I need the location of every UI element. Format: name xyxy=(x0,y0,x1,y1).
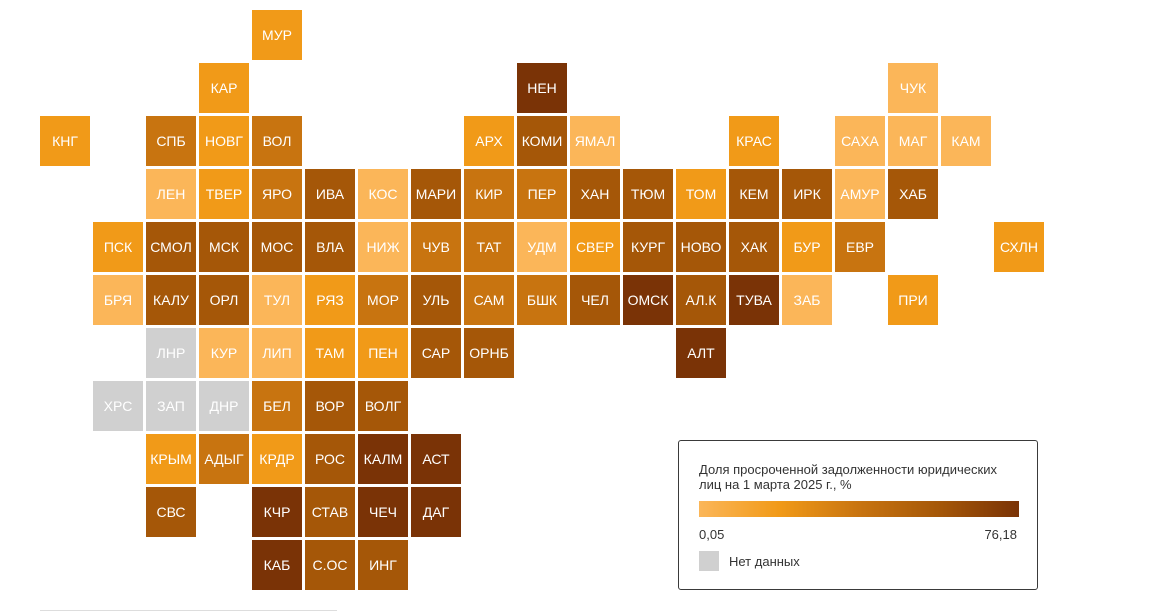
region-tile[interactable]: ЧУВ xyxy=(411,222,461,272)
region-tile[interactable]: КАЛУ xyxy=(146,275,196,325)
region-tile[interactable]: ЧЕЛ xyxy=(570,275,620,325)
region-tile[interactable]: ТУВА xyxy=(729,275,779,325)
region-tile[interactable]: ХАК xyxy=(729,222,779,272)
region-tile[interactable]: МСК xyxy=(199,222,249,272)
region-tile[interactable]: ЯМАЛ xyxy=(570,116,620,166)
region-tile[interactable]: АСТ xyxy=(411,434,461,484)
region-tile[interactable]: НЕН xyxy=(517,63,567,113)
region-tile[interactable]: АМУР xyxy=(835,169,885,219)
region-tile[interactable]: ЛИП xyxy=(252,328,302,378)
region-tile[interactable]: КРАС xyxy=(729,116,779,166)
region-tile[interactable]: АРХ xyxy=(464,116,514,166)
region-tile[interactable]: ИРК xyxy=(782,169,832,219)
region-tile[interactable]: СВС xyxy=(146,487,196,537)
region-tile[interactable]: СМОЛ xyxy=(146,222,196,272)
region-tile[interactable]: ЗАП xyxy=(146,381,196,431)
region-tile[interactable]: КУРГ xyxy=(623,222,673,272)
region-tile[interactable]: БШК xyxy=(517,275,567,325)
region-tile[interactable]: ОМСК xyxy=(623,275,673,325)
region-tile[interactable]: МОР xyxy=(358,275,408,325)
region-tile[interactable]: СВЕР xyxy=(570,222,620,272)
region-tile[interactable]: ЗАБ xyxy=(782,275,832,325)
region-tile[interactable]: ИНГ xyxy=(358,540,408,590)
region-tile[interactable]: ТЮМ xyxy=(623,169,673,219)
divider xyxy=(40,610,337,611)
region-tile[interactable]: ЧЕЧ xyxy=(358,487,408,537)
region-tile[interactable]: МАРИ xyxy=(411,169,461,219)
region-tile[interactable]: КНГ xyxy=(40,116,90,166)
legend-min-value: 0,05 xyxy=(699,527,725,542)
region-tile[interactable]: АДЫГ xyxy=(199,434,249,484)
region-tile[interactable]: БУР xyxy=(782,222,832,272)
region-tile[interactable]: РЯЗ xyxy=(305,275,355,325)
region-tile[interactable]: КАМ xyxy=(941,116,991,166)
region-tile[interactable]: УЛЬ xyxy=(411,275,461,325)
region-tile[interactable]: БЕЛ xyxy=(252,381,302,431)
region-tile[interactable]: КАЛМ xyxy=(358,434,408,484)
region-tile[interactable]: ЧУК xyxy=(888,63,938,113)
region-tile[interactable]: РОС xyxy=(305,434,355,484)
no-data-label: Нет данных xyxy=(729,554,800,569)
region-tile[interactable]: АЛТ xyxy=(676,328,726,378)
region-tile[interactable]: ТАМ xyxy=(305,328,355,378)
region-tile[interactable]: ПЕР xyxy=(517,169,567,219)
region-tile[interactable]: БРЯ xyxy=(93,275,143,325)
region-tile[interactable]: САМ xyxy=(464,275,514,325)
region-tile[interactable]: ХАН xyxy=(570,169,620,219)
region-tile[interactable]: ТОМ xyxy=(676,169,726,219)
region-tile[interactable]: ЕВР xyxy=(835,222,885,272)
region-tile[interactable]: КОС xyxy=(358,169,408,219)
region-tile[interactable]: ОРНБ xyxy=(464,328,514,378)
region-tile[interactable]: КИР xyxy=(464,169,514,219)
region-tile[interactable]: ОРЛ xyxy=(199,275,249,325)
region-tile[interactable]: КАБ xyxy=(252,540,302,590)
region-tile[interactable]: УДМ xyxy=(517,222,567,272)
region-tile[interactable]: ТУЛ xyxy=(252,275,302,325)
region-tile[interactable]: ВЛА xyxy=(305,222,355,272)
region-tile[interactable]: КАР xyxy=(199,63,249,113)
region-tile[interactable]: ХРС xyxy=(93,381,143,431)
region-tile[interactable]: ДНР xyxy=(199,381,249,431)
region-tile[interactable]: НОВО xyxy=(676,222,726,272)
region-tile[interactable]: МОС xyxy=(252,222,302,272)
legend: Доля просроченной задолженности юридичес… xyxy=(678,440,1038,590)
region-tile[interactable]: КЕМ xyxy=(729,169,779,219)
region-tile[interactable]: С.ОС xyxy=(305,540,355,590)
region-tile[interactable]: МУР xyxy=(252,10,302,60)
region-tile[interactable]: ЯРО xyxy=(252,169,302,219)
region-tile[interactable]: СХЛН xyxy=(994,222,1044,272)
region-tile[interactable]: ИВА xyxy=(305,169,355,219)
region-tile[interactable]: МАГ xyxy=(888,116,938,166)
region-tile[interactable]: ПСК xyxy=(93,222,143,272)
region-tile[interactable]: КУР xyxy=(199,328,249,378)
legend-gradient-bar xyxy=(699,501,1019,517)
no-data-swatch xyxy=(699,551,719,571)
region-tile[interactable]: АЛ.К xyxy=(676,275,726,325)
region-tile[interactable]: ВОР xyxy=(305,381,355,431)
region-tile[interactable]: СТАВ xyxy=(305,487,355,537)
region-tile[interactable]: ПРИ xyxy=(888,275,938,325)
region-tile[interactable]: ХАБ xyxy=(888,169,938,219)
region-tile[interactable]: САХА xyxy=(835,116,885,166)
region-tile[interactable]: КРДР xyxy=(252,434,302,484)
legend-title: Доля просроченной задолженности юридичес… xyxy=(699,462,997,492)
region-tile[interactable]: НОВГ xyxy=(199,116,249,166)
region-tile[interactable]: ПЕН xyxy=(358,328,408,378)
region-tile[interactable]: ЛНР xyxy=(146,328,196,378)
region-tile[interactable]: ДАГ xyxy=(411,487,461,537)
region-tile[interactable]: СПБ xyxy=(146,116,196,166)
region-tile[interactable]: САР xyxy=(411,328,461,378)
region-tile[interactable]: ВОЛГ xyxy=(358,381,408,431)
region-tile[interactable]: ТАТ xyxy=(464,222,514,272)
region-tile[interactable]: ТВЕР xyxy=(199,169,249,219)
region-tile[interactable]: КЧР xyxy=(252,487,302,537)
region-tile[interactable]: ЛЕН xyxy=(146,169,196,219)
region-tile[interactable]: КРЫМ xyxy=(146,434,196,484)
legend-max-value: 76,18 xyxy=(984,527,1017,542)
region-tile[interactable]: ВОЛ xyxy=(252,116,302,166)
region-tile[interactable]: НИЖ xyxy=(358,222,408,272)
region-tile[interactable]: КОМИ xyxy=(517,116,567,166)
